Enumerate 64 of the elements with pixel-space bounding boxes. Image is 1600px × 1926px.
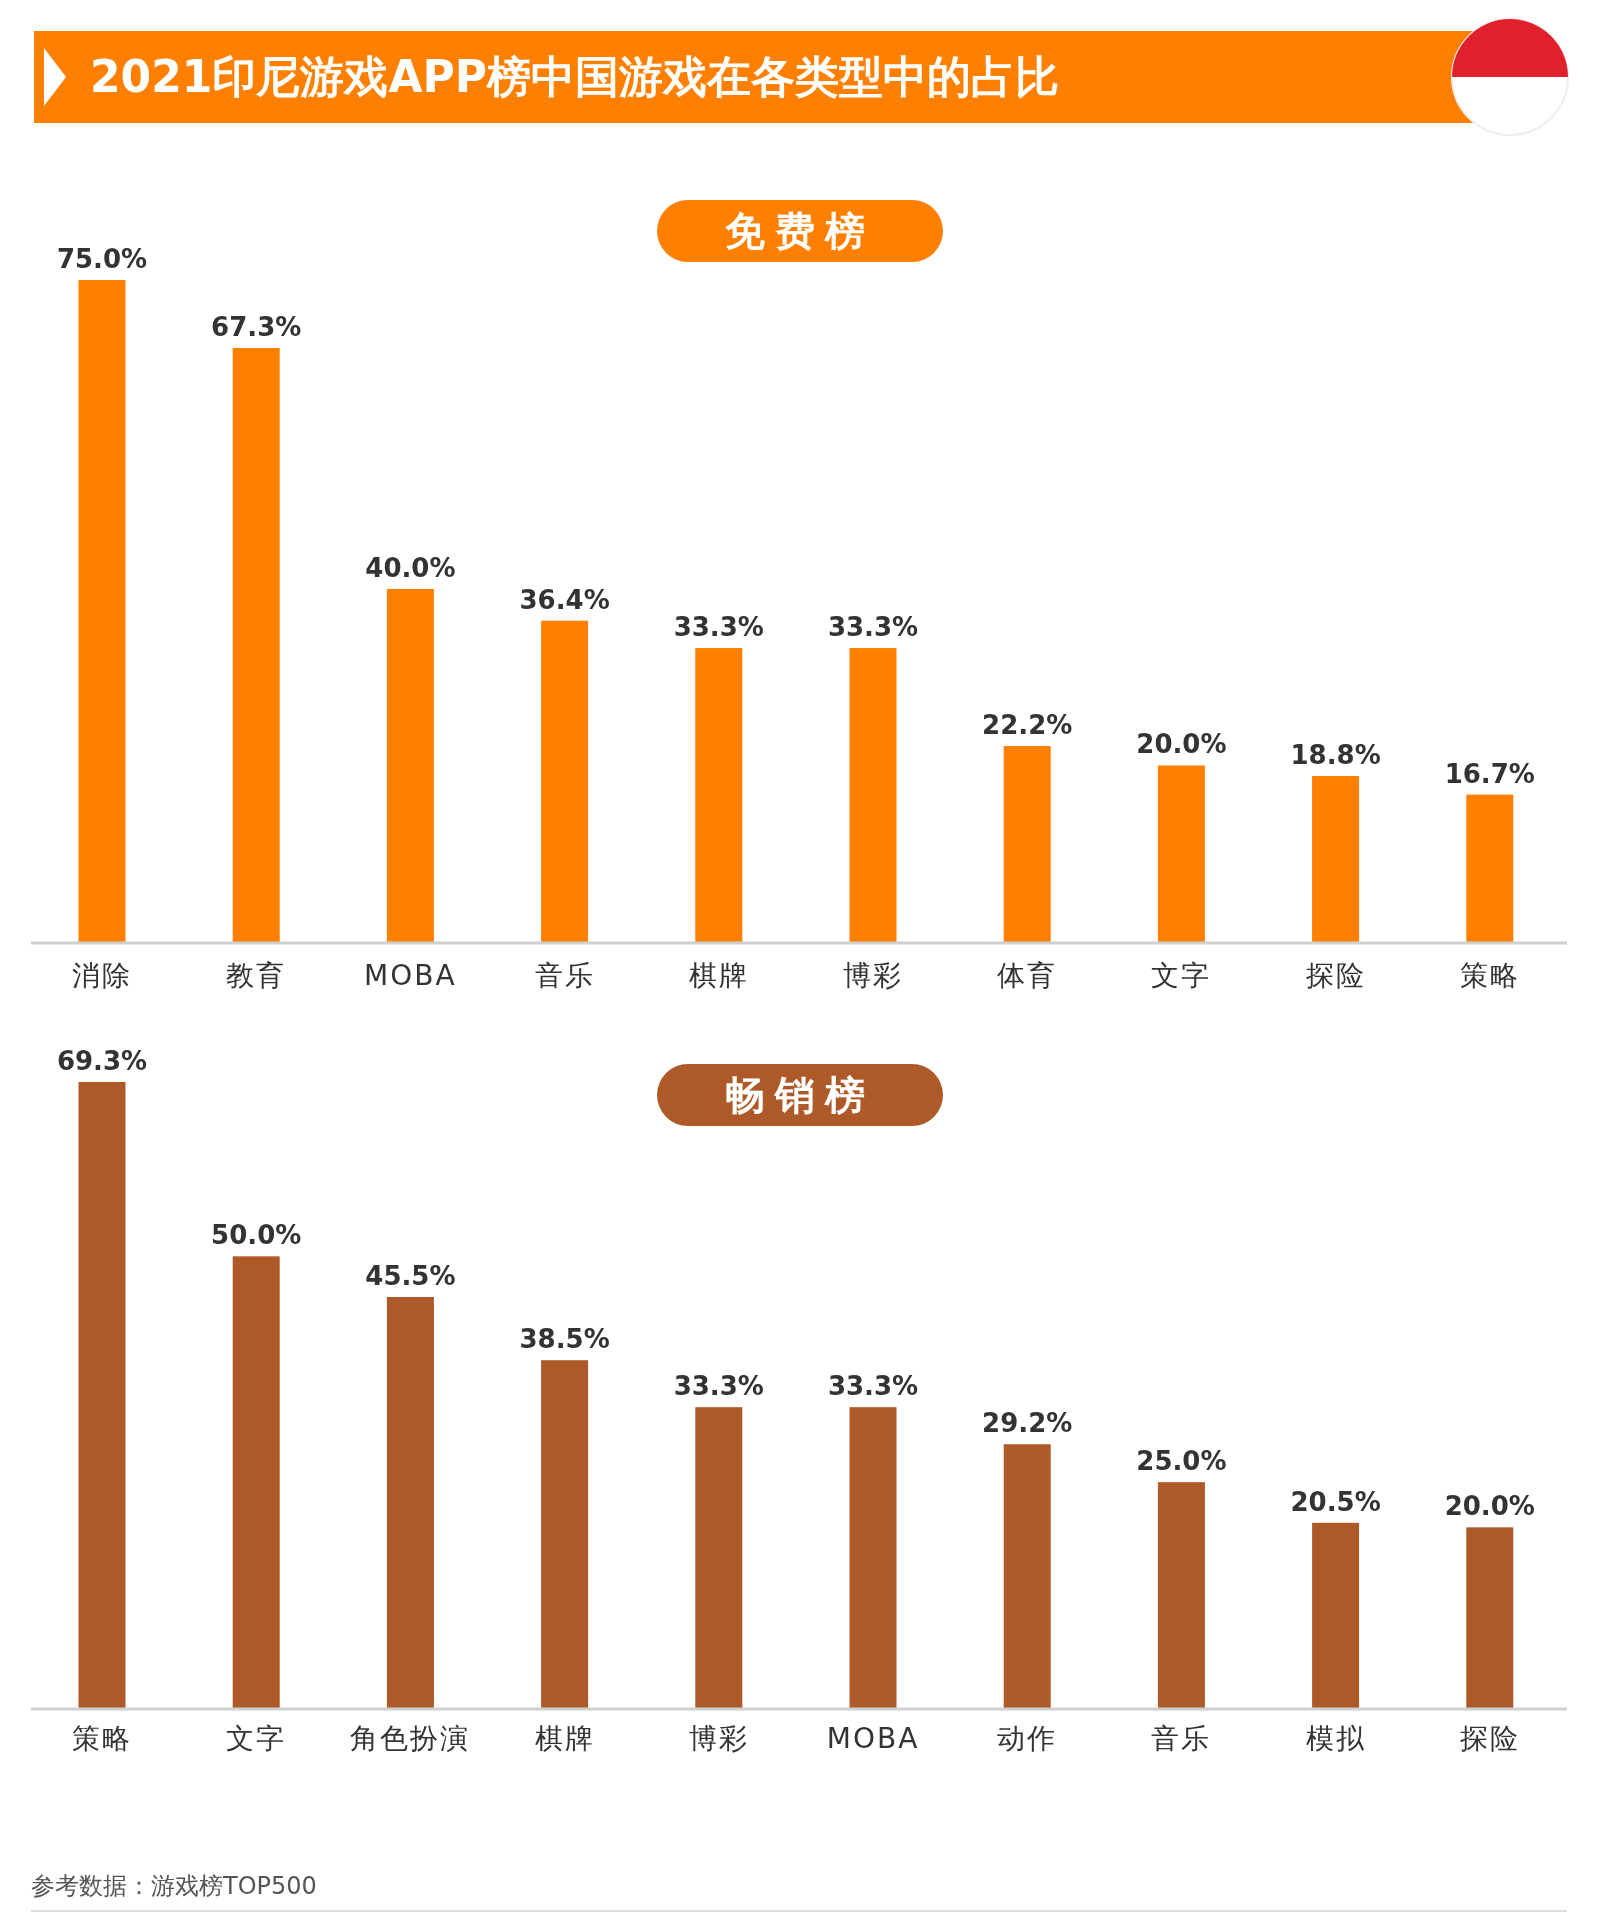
bar	[541, 1360, 589, 1708]
bar	[541, 620, 589, 942]
data-label: 38.5%	[519, 1324, 610, 1355]
chart-title: 2021印尼游戏APP榜中国游戏在各类型中的占比	[90, 51, 1060, 102]
x-tick-label: 博彩	[843, 959, 903, 992]
data-label: 20.0%	[1136, 729, 1227, 760]
data-label: 75.0%	[56, 244, 148, 274]
data-label: 22.2%	[982, 710, 1073, 741]
bar	[232, 347, 280, 942]
data-label: 33.3%	[827, 1371, 919, 1402]
x-tick-label: 文字	[1151, 959, 1212, 992]
x-tick-label: 博彩	[688, 1722, 749, 1755]
data-label: 20.0%	[1444, 1491, 1535, 1522]
bar	[78, 1082, 126, 1708]
bar	[1312, 1522, 1360, 1708]
x-tick-label: 策略	[72, 1722, 132, 1755]
bar	[1312, 776, 1360, 942]
bar	[1003, 1444, 1051, 1708]
bar	[1003, 746, 1051, 942]
bar	[849, 1407, 897, 1708]
x-tick-label: 消除	[72, 959, 132, 992]
x-tick-label: 棋牌	[688, 959, 749, 992]
bar	[1157, 1482, 1205, 1708]
bar	[695, 648, 743, 942]
x-tick-label: 体育	[997, 959, 1058, 992]
x-tick-label: 音乐	[1151, 1722, 1212, 1755]
data-label: 33.3%	[673, 1371, 764, 1402]
bar	[1466, 794, 1514, 942]
bar	[78, 280, 126, 942]
bar	[849, 648, 897, 942]
text: 参考数据：游戏榜TOP500	[31, 1872, 317, 1900]
x-tick-label: 音乐	[534, 959, 595, 992]
x-tick-label: MOBA	[364, 959, 457, 992]
data-label: 29.2%	[982, 1408, 1073, 1439]
bar	[695, 1407, 743, 1708]
x-tick-label: MOBA	[826, 1722, 920, 1755]
data-label: 45.5%	[365, 1260, 456, 1291]
bar	[1466, 1527, 1514, 1708]
chart-subtitle: 免费榜	[725, 208, 875, 254]
data-label: 16.7%	[1444, 758, 1535, 789]
bar	[1157, 765, 1205, 942]
data-label: 33.3%	[673, 612, 764, 643]
x-tick-label: 探险	[1459, 1722, 1520, 1755]
data-label: 50.0%	[211, 1220, 302, 1251]
data-label: 18.8%	[1290, 740, 1381, 771]
x-tick-label: 角色扮演	[350, 1722, 471, 1755]
x-tick-label: 棋牌	[534, 1722, 595, 1755]
data-label: 36.4%	[519, 584, 610, 615]
bar	[386, 1296, 434, 1708]
chart-subtitle: 畅销榜	[725, 1072, 875, 1118]
data-label: 69.3%	[56, 1046, 148, 1076]
x-tick-label: 教育	[226, 959, 287, 992]
x-tick-label: 文字	[226, 1722, 287, 1755]
data-label: 40.0%	[365, 552, 456, 583]
x-tick-label: 动作	[997, 1722, 1058, 1755]
bar	[232, 1256, 280, 1708]
data-label: 20.5%	[1290, 1486, 1381, 1517]
data-label: 25.0%	[1136, 1446, 1227, 1477]
x-tick-label: 探险	[1305, 959, 1366, 992]
bar	[386, 588, 434, 942]
x-tick-label: 策略	[1459, 959, 1520, 992]
x-tick-label: 模拟	[1305, 1722, 1366, 1755]
data-label: 33.3%	[827, 612, 919, 643]
data-label: 67.3%	[211, 311, 302, 342]
